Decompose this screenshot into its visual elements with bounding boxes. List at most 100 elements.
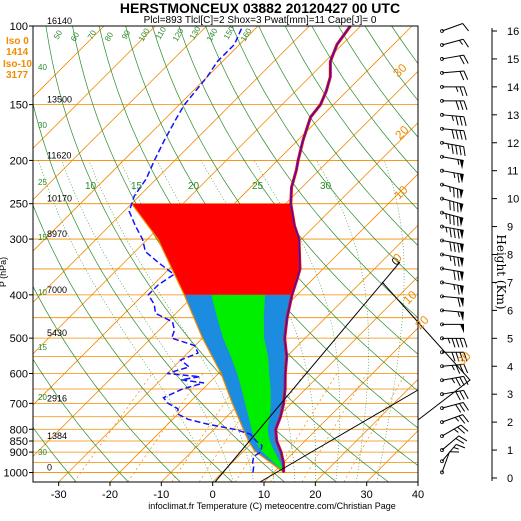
wind-barb-feather — [457, 257, 460, 267]
wind-barb-feather — [449, 200, 451, 211]
wind-barb-feather — [457, 271, 460, 281]
wind-barb-station — [440, 266, 444, 271]
wind-barb-station — [440, 322, 444, 327]
wind-barb-feather — [463, 116, 467, 127]
wind-barb — [440, 224, 464, 240]
wind-barb — [440, 126, 467, 141]
pressure-tick-label: 1000 — [4, 468, 28, 480]
wind-barb-half-feather — [457, 311, 460, 318]
parcel-line — [131, 203, 285, 473]
plot-frame — [32, 25, 419, 483]
height-tick-label: 14 — [507, 82, 519, 94]
wind-barb-feather — [455, 145, 458, 155]
wind-barb — [440, 112, 467, 127]
height-axis-label: Height (Km) — [494, 234, 508, 309]
hodograph-axis — [259, 389, 419, 483]
wind-barb-staff — [441, 212, 464, 219]
wind-barb-feather — [451, 338, 456, 348]
wind-barb-feather — [457, 297, 461, 308]
wind-barb-half-feather — [449, 186, 451, 193]
wind-barb-station — [440, 84, 444, 89]
wind-barb — [440, 294, 464, 308]
moist-adiabat-label: 30 — [320, 181, 332, 192]
wind-barb — [440, 140, 466, 157]
wind-barb-feather — [463, 352, 468, 362]
moist-adiabat-line — [38, 160, 213, 482]
wind-barb-half-feather — [445, 213, 447, 220]
geopotential-labels: 16140 13500 11620 10170 8970 7000 5430 2916 1384… — [47, 16, 72, 473]
pressure-tick-label: 500 — [10, 333, 28, 345]
wind-barb-feather — [463, 130, 467, 141]
wind-barb-half-feather — [449, 255, 452, 262]
wind-barb — [440, 238, 464, 254]
wind-barb-feather — [456, 216, 459, 227]
temperature-tick-label: -20 — [102, 489, 118, 501]
dry-adiabat-label: 30 — [38, 121, 47, 130]
dry-adiabat-label: 10 — [38, 288, 47, 297]
geopotential-label: 11620 — [47, 150, 71, 160]
wind-barb-feather — [463, 146, 466, 157]
wind-barb-staff — [441, 240, 464, 245]
wind-barb-pennant — [459, 217, 464, 227]
wind-barb — [440, 375, 469, 387]
wind-barb-feather — [459, 352, 464, 362]
moist-adiabat-label: 10 — [85, 181, 97, 192]
wind-barb-feather — [462, 402, 469, 411]
wind-barb-feather — [449, 241, 452, 252]
wind-barb — [440, 389, 469, 401]
wind-barb-feather — [457, 229, 460, 239]
wind-barb-feather — [459, 55, 465, 65]
wind-barb-staff — [441, 226, 464, 231]
height-tick-label: 0 — [507, 473, 513, 485]
wind-barb-station — [440, 294, 444, 299]
geopotential-label: 5430 — [47, 328, 67, 338]
isotherm-line — [33, 26, 361, 355]
dry-adiabat-line — [258, 26, 418, 246]
wind-barb-pennant — [459, 298, 464, 308]
wind-barb-station — [440, 168, 444, 173]
temperature-tick-label: 30 — [361, 489, 373, 501]
wind-barb-feather — [455, 438, 465, 444]
geopotential-label: 0 — [47, 463, 52, 473]
wind-barb-station — [440, 336, 444, 341]
y-axis-label: P (hPa) — [0, 257, 8, 287]
wind-barb-feather — [456, 202, 459, 213]
wind-barb-feather — [455, 100, 460, 111]
wind-barb-feather — [458, 403, 466, 412]
wind-barb-half-feather — [447, 143, 450, 150]
wind-barb-feather — [453, 256, 456, 267]
wind-barb-feather — [455, 129, 459, 140]
wind-barb — [440, 196, 464, 213]
temperature-tick-label: 0 — [210, 489, 216, 501]
wind-barb-feather — [463, 338, 468, 348]
wind-barb-feather — [462, 414, 469, 423]
wind-barb-station — [440, 57, 444, 61]
wind-barb-feather — [453, 187, 455, 198]
wind-barb-staff — [441, 198, 464, 205]
stable-area-green — [211, 294, 284, 473]
wind-barb-half-feather — [453, 446, 459, 450]
pressure-tick-label: 700 — [10, 398, 28, 410]
wind-barb-feather — [455, 377, 461, 387]
wind-barb-feather — [463, 86, 468, 97]
isotherm-line — [33, 26, 259, 252]
wind-barb — [440, 168, 464, 184]
wind-barb-pennant — [459, 271, 464, 282]
dry-adiabat-line — [33, 358, 129, 482]
wind-barb-half-feather — [454, 417, 460, 422]
chart-subtitle: Plcl=893 Tlcl[C]=2 Shox=3 Pwat[mm]=11 Ca… — [144, 15, 377, 26]
wind-barb — [440, 182, 464, 199]
wind-barb-feather — [457, 243, 460, 253]
wind-barb-feather — [457, 285, 460, 295]
wind-barb-feather — [459, 71, 465, 81]
wind-barb-half-feather — [457, 159, 460, 165]
wind-barb-station — [440, 112, 444, 117]
dry-adiabat-label: 20 — [38, 393, 47, 402]
wind-barb-station — [440, 350, 444, 355]
dry-adiabat-line — [231, 26, 418, 283]
wind-barb-feather — [459, 338, 464, 348]
wind-barb — [440, 350, 468, 362]
wind-barb-feather — [459, 390, 465, 400]
sounding-profiles — [128, 26, 352, 473]
dry-adiabat-line — [205, 26, 418, 319]
